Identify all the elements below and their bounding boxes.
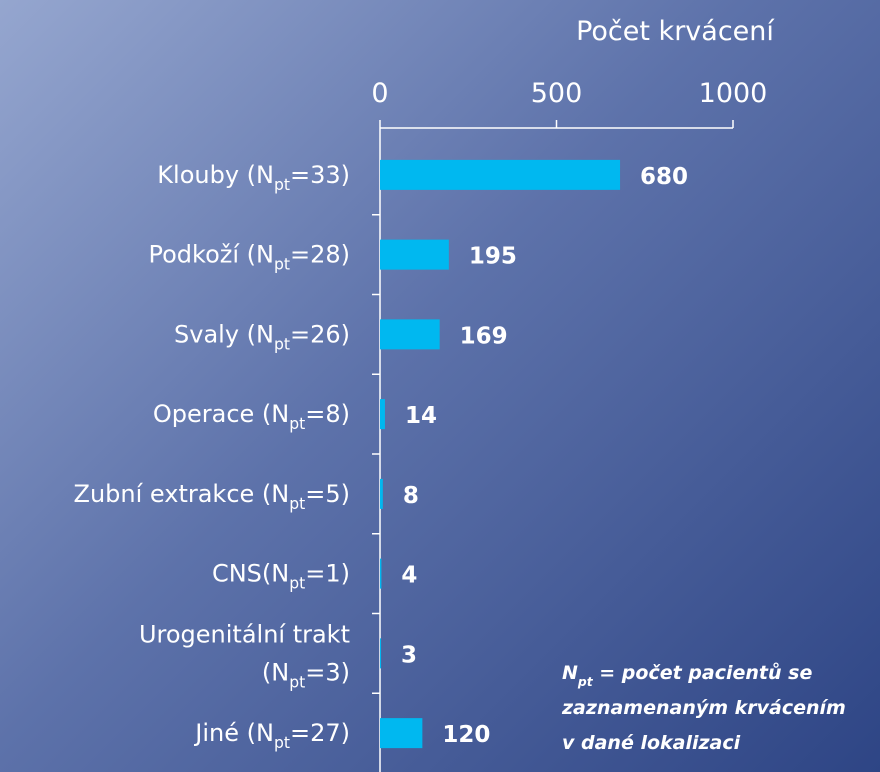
- data-label: 4: [401, 563, 417, 589]
- bar: [380, 239, 449, 270]
- label-text: Klouby (N: [157, 161, 274, 189]
- label-text: =1): [305, 560, 350, 588]
- subscript: pt: [289, 673, 305, 691]
- label-text: CNS(N: [212, 560, 289, 588]
- subscript: pt: [274, 256, 290, 274]
- data-label: 169: [460, 323, 508, 349]
- subscript: pt: [289, 575, 305, 593]
- label: Npt = počet pacientů se zaznamenaným krvá…: [561, 661, 846, 754]
- label-text: Jiné (N: [193, 719, 274, 747]
- bar: [380, 319, 440, 350]
- label-text: Svaly (N: [174, 320, 274, 348]
- label: Zubní extrakce (Npt=5): [74, 480, 351, 513]
- label-text: =26): [290, 320, 350, 348]
- label: Svaly (Npt=26): [174, 320, 350, 353]
- label: Podkoží (Npt=28): [148, 241, 350, 274]
- subscript: pt: [289, 495, 305, 513]
- label-text: Zubní extrakce (N: [74, 480, 290, 508]
- label-text: (N: [262, 658, 289, 686]
- bar: [380, 718, 423, 749]
- label-text: zaznamenaným krvácením: [561, 697, 846, 719]
- x-tick-label: 1000: [699, 78, 768, 109]
- subscript: pt: [274, 734, 290, 752]
- data-label: 680: [640, 164, 688, 190]
- label-text: N: [562, 662, 578, 684]
- data-label: 195: [469, 244, 517, 270]
- subscript: pt: [577, 675, 594, 689]
- label: CNS(Npt=1): [212, 560, 350, 593]
- label-text: Operace (N: [153, 400, 289, 428]
- label: Jiné (Npt=27): [193, 719, 350, 752]
- subscript: pt: [289, 415, 305, 433]
- bar: [380, 478, 383, 509]
- data-label: 8: [403, 483, 419, 509]
- data-label: 120: [442, 722, 490, 748]
- label-text: Podkoží (N: [148, 241, 273, 269]
- label-text: =8): [305, 400, 350, 428]
- bar: [380, 638, 382, 669]
- axis-title: Počet krvácení: [576, 16, 775, 47]
- label: Urogenitální trakt (Npt=3): [139, 620, 350, 691]
- label: Operace (Npt=8): [153, 400, 350, 433]
- bar: [380, 558, 382, 589]
- data-label: 14: [405, 403, 437, 429]
- label-text: =28): [290, 241, 350, 269]
- subscript: pt: [274, 176, 290, 194]
- label-text: Urogenitální trakt: [139, 620, 350, 648]
- label-text: =27): [290, 719, 350, 747]
- label-text: =3): [305, 658, 350, 686]
- bar: [380, 399, 385, 430]
- label-text: v dané lokalizaci: [562, 732, 741, 754]
- subscript: pt: [274, 335, 290, 353]
- data-label: 3: [401, 642, 417, 668]
- label-text: =5): [305, 480, 350, 508]
- x-tick-label: 500: [531, 78, 583, 109]
- bar: [380, 159, 621, 190]
- x-tick-label: 0: [371, 78, 388, 109]
- label-text: =33): [290, 161, 350, 189]
- label-text: = počet pacientů se: [593, 661, 813, 684]
- label: Klouby (Npt=33): [157, 161, 350, 194]
